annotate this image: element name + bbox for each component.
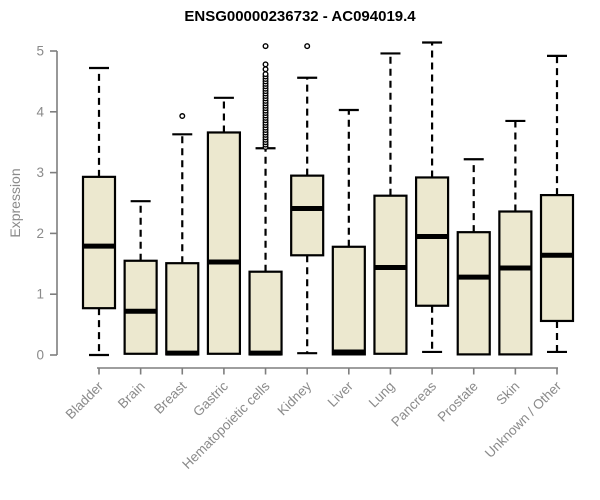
iqr-box bbox=[539, 193, 575, 323]
iqr-box bbox=[498, 210, 533, 356]
x-tick-label-unknown-other: Unknown / Other bbox=[482, 378, 565, 461]
iqr-box bbox=[81, 175, 117, 310]
iqr-box bbox=[290, 174, 325, 257]
y-tick-label: 3 bbox=[36, 165, 44, 180]
outlier-point bbox=[262, 43, 269, 50]
box-group-gastric bbox=[206, 96, 242, 355]
box-group-brain bbox=[123, 200, 158, 355]
box-group-lung bbox=[373, 52, 408, 355]
y-tick-label: 5 bbox=[36, 44, 44, 59]
outlier-point bbox=[179, 113, 186, 120]
y-tick-label: 0 bbox=[36, 348, 44, 363]
x-tick-label-breast: Breast bbox=[151, 378, 189, 416]
box-group-bladder bbox=[81, 66, 117, 357]
box-group-liver bbox=[331, 108, 366, 356]
x-tick-label-brain: Brain bbox=[115, 379, 148, 412]
outlier-point bbox=[262, 66, 269, 73]
box-group-unknown-other bbox=[539, 54, 575, 354]
iqr-box bbox=[331, 245, 366, 356]
x-tick-label-prostate: Prostate bbox=[435, 379, 481, 425]
outlier-point bbox=[304, 43, 311, 50]
x-tick-label-lung: Lung bbox=[366, 379, 398, 411]
outlier-point bbox=[262, 71, 269, 78]
box-group-skin bbox=[498, 119, 533, 356]
chart-title: ENSG00000236732 - AC094019.4 bbox=[184, 8, 416, 25]
y-tick-label: 1 bbox=[36, 287, 44, 302]
x-tick-label-bladder: Bladder bbox=[63, 378, 107, 422]
iqr-box bbox=[373, 194, 408, 355]
box-group-hematopoietic-cells bbox=[248, 43, 283, 356]
x-tick-label-liver: Liver bbox=[325, 378, 357, 410]
iqr-box bbox=[248, 270, 283, 356]
iqr-box bbox=[165, 262, 200, 356]
x-tick-label-pancreas: Pancreas bbox=[388, 378, 439, 429]
box-group-pancreas bbox=[414, 41, 450, 354]
iqr-box bbox=[456, 231, 491, 356]
x-tick-label-gastric: Gastric bbox=[190, 378, 231, 419]
box-group-kidney bbox=[290, 43, 325, 355]
x-tick-label-skin: Skin bbox=[493, 379, 522, 408]
iqr-box bbox=[123, 259, 158, 355]
y-axis: 0 1 2 3 4 5 bbox=[36, 44, 58, 363]
y-tick-label: 2 bbox=[36, 226, 44, 241]
iqr-box bbox=[414, 176, 450, 307]
x-tick-label-kidney: Kidney bbox=[275, 378, 315, 418]
iqr-box bbox=[206, 131, 242, 355]
outlier-point bbox=[262, 61, 269, 68]
box-group-breast bbox=[165, 113, 200, 356]
y-tick-label: 4 bbox=[36, 104, 44, 119]
box-group-prostate bbox=[456, 158, 491, 356]
